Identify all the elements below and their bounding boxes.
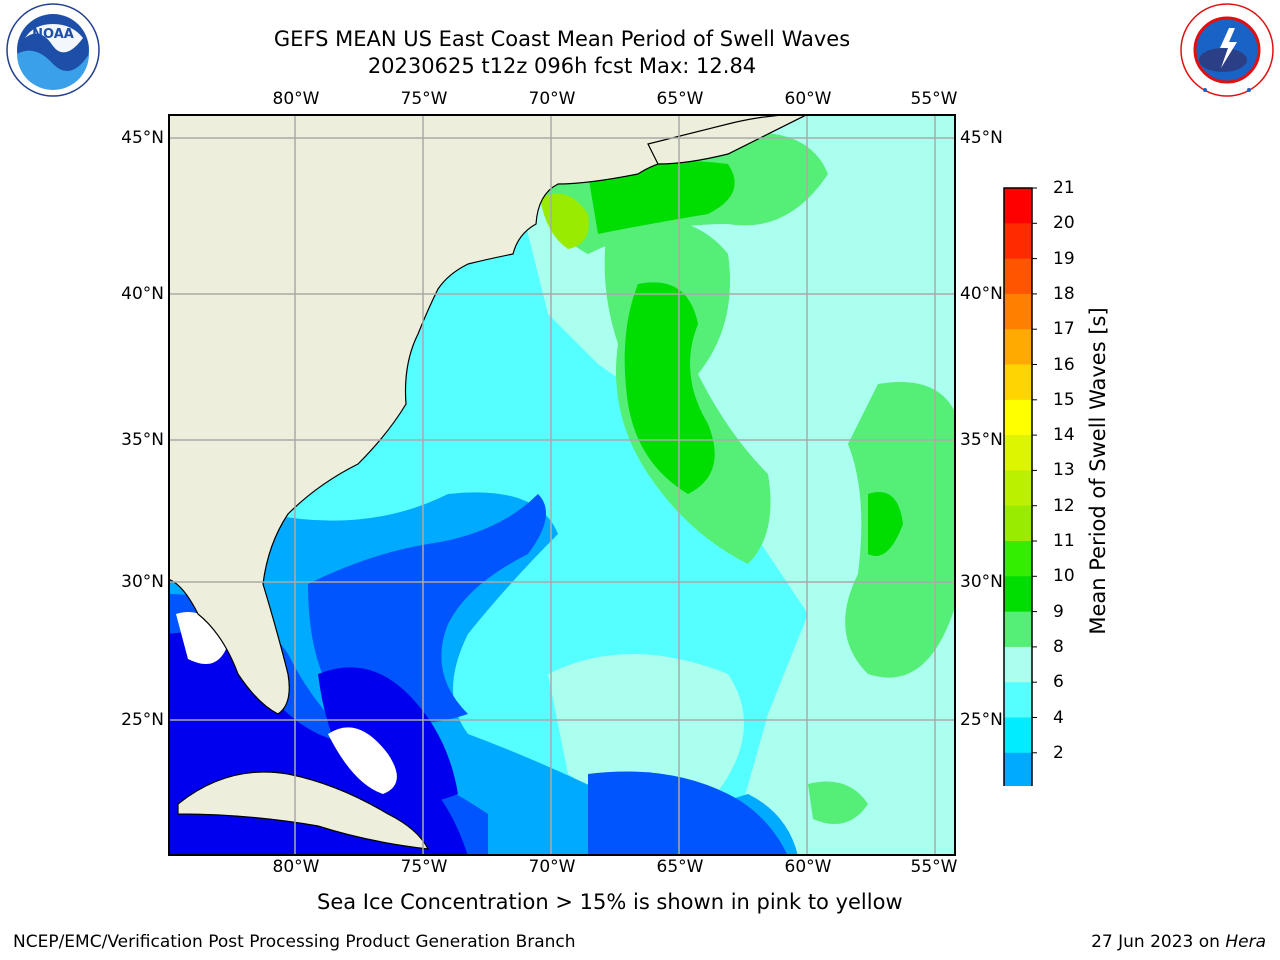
colorbar-swatch [1004, 541, 1032, 577]
colorbar-swatch [1004, 399, 1032, 436]
lon-tick-top-55w: 55°W [910, 89, 958, 109]
lon-tick-top-60w: 60°W [784, 89, 832, 109]
colorbar-swatch [1004, 611, 1032, 648]
colorbar-swatch [1004, 717, 1032, 754]
lon-tick-bottom-75w: 75°W [400, 857, 448, 877]
lon-tick-top-75w: 75°W [400, 89, 448, 109]
map-frame [168, 114, 956, 856]
colorbar-tick-label: 6 [1053, 672, 1064, 693]
lon-tick-top-80w: 80°W [272, 89, 320, 109]
land-cuba [177, 771, 430, 850]
colorbar-tick-label: 2 [1053, 742, 1064, 763]
map-title: GEFS MEAN US East Coast Mean Period of S… [273, 27, 851, 51]
swell-band-2-4s-se [588, 771, 788, 855]
colorbar-label: Mean Period of Swell Waves [s] [1086, 307, 1110, 635]
footer-credit: NCEP/EMC/Verification Post Processing Pr… [13, 932, 576, 952]
colorbar-swatch [1004, 576, 1032, 612]
lon-tick-bottom-70w: 70°W [528, 857, 576, 877]
colorbar-swatch [1004, 435, 1032, 471]
colorbar-swatch [1004, 258, 1032, 295]
swell-band-11-12s [540, 193, 589, 249]
lon-tick-bottom-80w: 80°W [272, 857, 320, 877]
colorbar-tick-label: 11 [1053, 531, 1075, 551]
sea-ice-note: Sea Ice Concentration > 15% is shown in … [317, 890, 903, 914]
lat-tick-left-30n: 30°N [121, 572, 164, 592]
land-nova-scotia [647, 115, 808, 165]
lat-tick-left-45n: 45°N [121, 128, 164, 148]
swell-band-10-11s [624, 282, 715, 494]
lat-tick-left-35n: 35°N [121, 430, 164, 450]
map-graticule [169, 115, 955, 855]
no-data-area-bahamas [328, 727, 397, 794]
colorbar-tick-label: 20 [1053, 213, 1075, 234]
colorbar-tick-label: 9 [1053, 601, 1064, 622]
lat-tick-right-45n: 45°N [960, 128, 1003, 148]
colorbar-swatch [1004, 223, 1032, 259]
colorbar-tick-label: 4 [1053, 707, 1064, 728]
colorbar-tick-label: 18 [1053, 283, 1075, 304]
lon-tick-top-65w: 65°W [656, 89, 704, 109]
colorbar-tick-label: 14 [1053, 425, 1075, 446]
colorbar-swatch [1004, 329, 1032, 365]
colorbar-tick-label: 21 [1053, 178, 1075, 198]
footer-date-text: 27 Jun 2023 on [1091, 932, 1226, 952]
lon-tick-bottom-65w: 65°W [656, 857, 704, 877]
colorbar-tick-label: 15 [1053, 389, 1075, 410]
swell-band-10-11s-north [588, 160, 735, 234]
lat-tick-left-25n: 25°N [121, 710, 164, 730]
colorbar-tick-label: 10 [1053, 566, 1075, 587]
swell-band-8-9s-south [548, 654, 744, 806]
swell-band-2-4s [308, 494, 546, 724]
colorbar-swatch [1004, 505, 1032, 542]
colorbar-tick-label: 16 [1053, 354, 1075, 375]
colorbar-swatch [1004, 293, 1032, 330]
lon-tick-top-70w: 70°W [528, 89, 576, 109]
colorbar-swatch [1004, 682, 1032, 718]
noaa-logo: NOAA [6, 3, 100, 97]
colorbar-swatch [1004, 470, 1032, 507]
lat-tick-left-40n: 40°N [121, 284, 164, 304]
colorbar [1003, 187, 1037, 786]
lat-tick-right-35n: 35°N [960, 430, 1003, 450]
swell-period-map [168, 114, 956, 856]
colorbar-swatch [1004, 752, 1032, 786]
colorbar-tick-label: 8 [1053, 636, 1064, 657]
lat-tick-right-30n: 30°N [960, 572, 1003, 592]
lat-tick-right-40n: 40°N [960, 284, 1003, 304]
swell-band-9-10s-se [808, 781, 868, 824]
footer-host: Hera [1225, 932, 1266, 952]
lat-tick-right-25n: 25°N [960, 710, 1003, 730]
colorbar-tick-label: 19 [1053, 248, 1075, 269]
footer-date: 27 Jun 2023 on Hera [1091, 932, 1266, 952]
colorbar-tick-label: 17 [1053, 319, 1075, 340]
nws-logo [1180, 3, 1274, 97]
colorbar-swatch [1004, 364, 1032, 401]
colorbar-tick-label: 12 [1053, 495, 1075, 516]
colorbar-swatch [1004, 646, 1032, 683]
lon-tick-bottom-60w: 60°W [784, 857, 832, 877]
noaa-logo-text: NOAA [32, 27, 74, 42]
lon-tick-bottom-55w: 55°W [910, 857, 958, 877]
colorbar-tick-label: 13 [1053, 460, 1075, 481]
map-subtitle: 20230625 t12z 096h fcst Max: 12.84 [367, 54, 757, 78]
land-north-america [169, 115, 808, 715]
colorbar-swatch [1004, 188, 1032, 224]
swell-band-10-11s-east [868, 492, 903, 556]
